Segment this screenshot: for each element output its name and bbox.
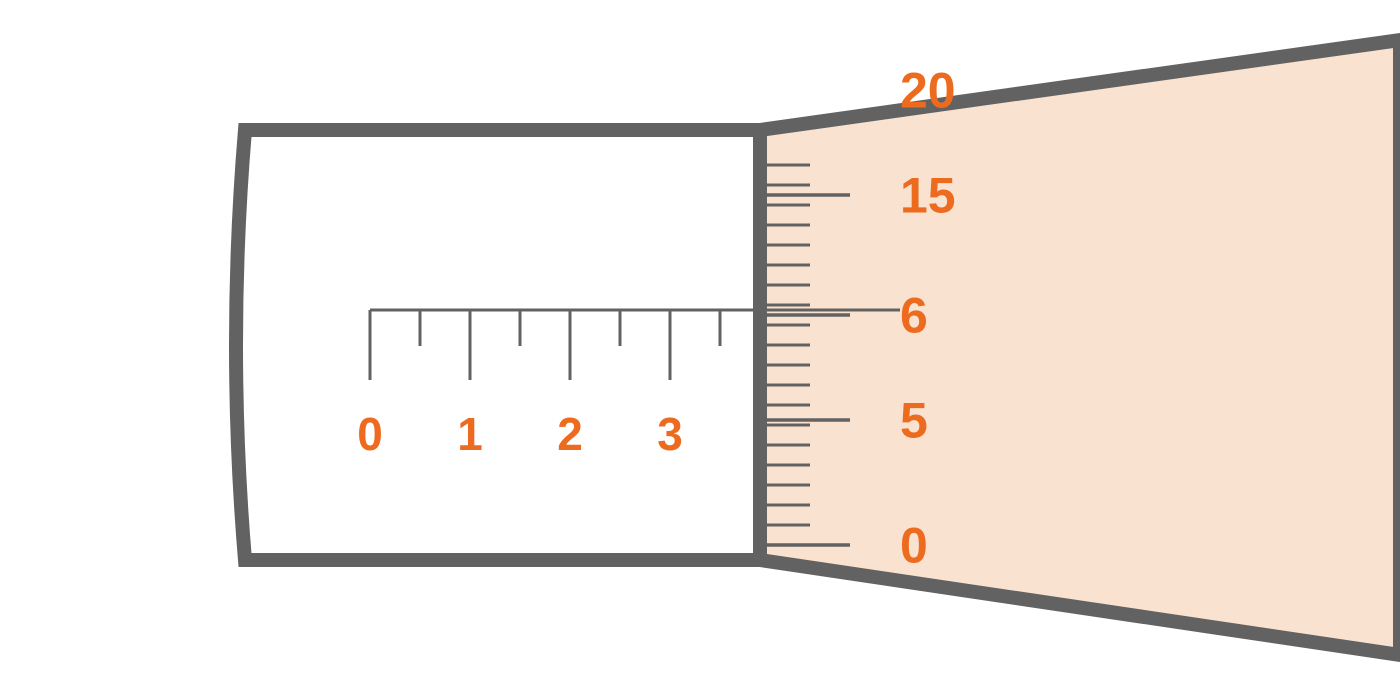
thimble-label: 20 [900,63,956,119]
thimble-label: 0 [900,518,928,574]
sleeve-label: 1 [457,408,483,460]
sleeve-label: 3 [657,408,683,460]
thimble-label: 15 [900,168,956,224]
thimble-label: 6 [900,288,928,344]
thimble-body [760,40,1400,655]
micrometer-diagram: 0 1 2 3 20 15 6 5 0 [0,0,1400,700]
sleeve-label: 0 [357,408,383,460]
sleeve-label: 2 [557,408,583,460]
sleeve-outline [236,130,760,560]
thimble-label: 5 [900,393,928,449]
